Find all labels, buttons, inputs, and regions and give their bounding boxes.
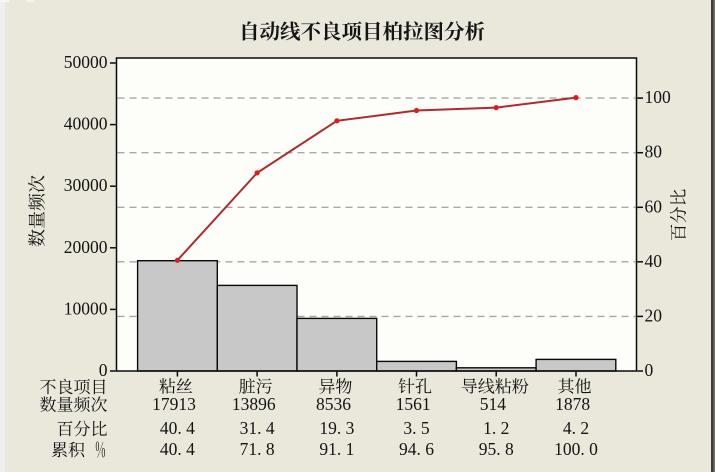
svg-text:10000: 10000 xyxy=(64,298,108,318)
svg-text:1. 2: 1. 2 xyxy=(483,418,509,438)
svg-text:71. 8: 71. 8 xyxy=(240,439,275,459)
svg-text:0: 0 xyxy=(645,360,654,380)
svg-text:8536: 8536 xyxy=(316,394,351,414)
svg-text:3. 5: 3. 5 xyxy=(403,418,430,438)
svg-text:17913: 17913 xyxy=(152,394,196,414)
svg-text:80: 80 xyxy=(645,142,663,162)
svg-text:1561: 1561 xyxy=(396,394,431,414)
svg-text:40. 4: 40. 4 xyxy=(160,439,195,459)
svg-text:20000: 20000 xyxy=(64,237,108,257)
svg-text:91. 1: 91. 1 xyxy=(319,439,354,459)
svg-text:50000: 50000 xyxy=(64,52,108,72)
svg-text:1878: 1878 xyxy=(555,394,590,414)
svg-text:0: 0 xyxy=(99,360,108,380)
svg-text:4. 2: 4. 2 xyxy=(563,418,589,438)
svg-text:13896: 13896 xyxy=(232,394,276,414)
svg-text:40. 4: 40. 4 xyxy=(160,418,195,438)
svg-text:40000: 40000 xyxy=(64,114,108,134)
svg-text:100. 0: 100. 0 xyxy=(554,439,598,459)
svg-text:40: 40 xyxy=(645,251,663,271)
svg-text:30000: 30000 xyxy=(64,175,108,195)
svg-text:20: 20 xyxy=(645,305,663,325)
svg-text:19. 3: 19. 3 xyxy=(319,418,354,438)
svg-text:100: 100 xyxy=(645,87,672,107)
svg-text:60: 60 xyxy=(645,196,663,216)
svg-text:514: 514 xyxy=(480,394,507,414)
svg-text:94. 6: 94. 6 xyxy=(399,439,434,459)
svg-text:95. 8: 95. 8 xyxy=(479,439,514,459)
svg-text:31. 4: 31. 4 xyxy=(240,418,275,438)
